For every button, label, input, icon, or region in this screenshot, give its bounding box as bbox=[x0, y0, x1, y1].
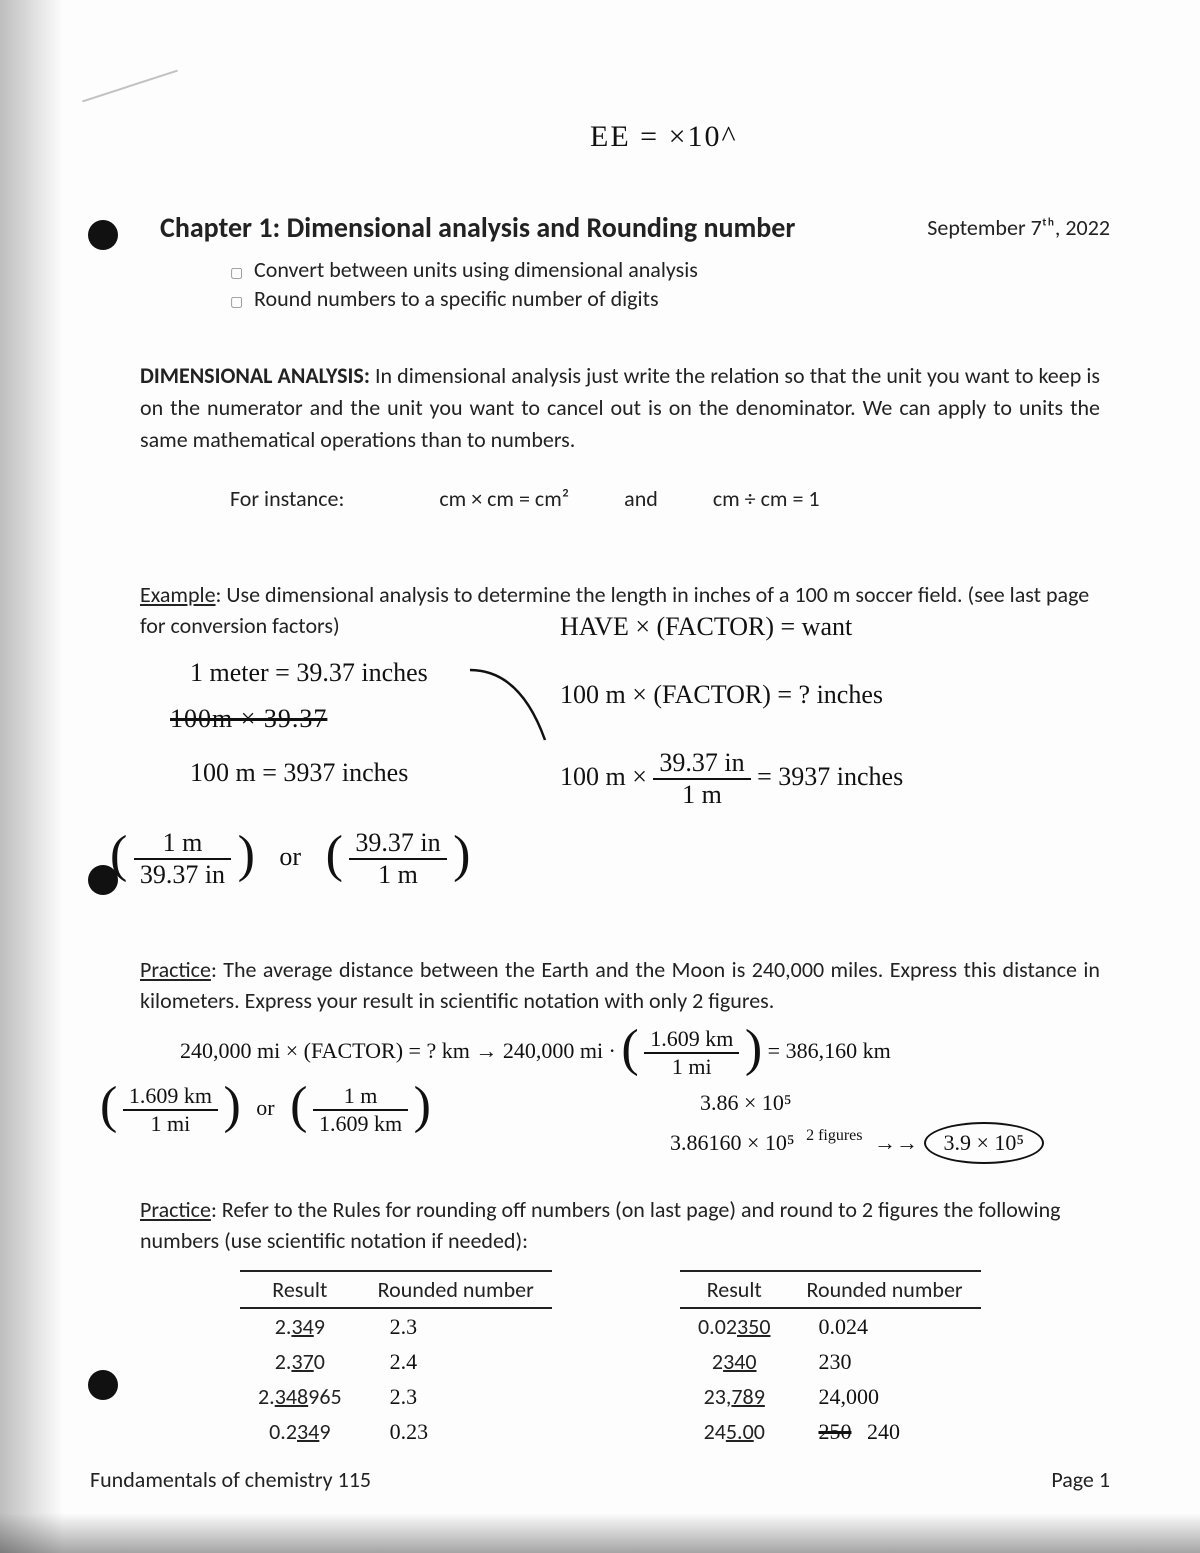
conv-line-3: 100 m = 3937 inches bbox=[190, 758, 408, 788]
p1-sci-a: 3.86 × 10⁵ bbox=[700, 1090, 792, 1116]
calc-den: 1 m bbox=[653, 780, 750, 808]
tableB-head-result: Result bbox=[680, 1271, 788, 1308]
ta-r3-val: 0.2349 bbox=[269, 1418, 330, 1445]
tb-r3-ans: 250 240 bbox=[788, 1414, 980, 1449]
scan-shadow-bottom bbox=[0, 1513, 1200, 1553]
p1-fracA-den: 1 mi bbox=[123, 1111, 218, 1135]
p1-line1-left: 240,000 mi × (FACTOR) = ? km → 240,000 m… bbox=[180, 1038, 616, 1063]
worksheet-page: EE = ×10^ Chapter 1: Dimensional analysi… bbox=[0, 0, 1200, 1553]
tb-r1-ans: 230 bbox=[788, 1344, 980, 1379]
p1-num: 1.609 km bbox=[644, 1028, 739, 1054]
tableA-head-rounded: Rounded number bbox=[360, 1271, 552, 1308]
tb-r0-ans: 0.024 bbox=[788, 1308, 980, 1344]
connector-arc bbox=[460, 660, 560, 750]
ta-r2-val: 2.348965 bbox=[258, 1383, 342, 1410]
punch-hole bbox=[88, 1370, 118, 1400]
page-date: September 7ᵗʰ, 2022 bbox=[927, 214, 1110, 241]
page-footer: Fundamentals of chemistry 115 Page 1 bbox=[90, 1466, 1110, 1493]
and-label: and bbox=[624, 485, 658, 512]
table-row: 245.00 250 240 bbox=[680, 1414, 981, 1449]
ta-r1-ans: 2.4 bbox=[360, 1344, 552, 1379]
calc-left: 100 m × bbox=[560, 762, 647, 791]
ee-note: EE = ×10^ bbox=[590, 120, 738, 154]
factor-line: 100 m × (FACTOR) = ? inches bbox=[560, 680, 883, 710]
tb-r3-final: 240 bbox=[867, 1419, 900, 1444]
eq-cm-sq: cm × cm = cm² bbox=[439, 485, 569, 512]
table-row: 0.02350 0.024 bbox=[680, 1308, 981, 1344]
tb-r1-val: 2340 bbox=[712, 1348, 757, 1375]
fracB-den: 1 m bbox=[349, 860, 446, 888]
chapter-title: Chapter 1: Dimensional analysis and Roun… bbox=[160, 210, 795, 245]
tableB-head-rounded: Rounded number bbox=[788, 1271, 980, 1308]
rounding-table-b: Result Rounded number 0.02350 0.024 2340… bbox=[680, 1270, 981, 1449]
p1-or: or bbox=[256, 1095, 274, 1120]
fracB-num: 39.37 in bbox=[349, 830, 446, 860]
table-row: 2.348965 2.3 bbox=[240, 1379, 552, 1414]
calc-num: 39.37 in bbox=[653, 750, 750, 780]
p1-line1: 240,000 mi × (FACTOR) = ? km → 240,000 m… bbox=[180, 1028, 891, 1078]
p1-fracA-num: 1.609 km bbox=[123, 1085, 218, 1111]
scan-mark bbox=[82, 70, 178, 103]
conv-line-struck: 100m × 39.37 bbox=[170, 704, 327, 734]
tb-r2-ans: 24,000 bbox=[788, 1379, 980, 1414]
tableA-head-result: Result bbox=[240, 1271, 360, 1308]
calc-right: = 3937 inches bbox=[757, 762, 903, 791]
ta-r3-ans: 0.23 bbox=[360, 1414, 552, 1449]
p1-two-fig: 2 figures bbox=[806, 1127, 862, 1144]
tb-r3-val: 245.00 bbox=[704, 1418, 765, 1445]
p1-sci-b: 3.86160 × 10⁵ bbox=[670, 1130, 795, 1155]
eq-cm-div: cm ÷ cm = 1 bbox=[713, 485, 820, 512]
for-instance-label: For instance: bbox=[230, 485, 344, 512]
fracA-den: 39.37 in bbox=[134, 860, 231, 888]
calc-line: 100 m × 39.37 in 1 m = 3937 inches bbox=[560, 750, 903, 808]
practice1-text: : The average distance between the Earth… bbox=[140, 956, 1100, 1014]
ta-r0-val: 2.349 bbox=[275, 1313, 325, 1340]
p1-factor-options: ( 1.609 km 1 mi ) or ( 1 m 1.609 km ) bbox=[100, 1085, 431, 1135]
p1-sci-row: 3.86160 × 10⁵ 2 figures →→ 3.9 × 10⁵ bbox=[670, 1122, 1044, 1164]
p1-fracB-num: 1 m bbox=[313, 1085, 408, 1111]
ta-r1-val: 2.370 bbox=[275, 1348, 325, 1375]
table-row: 23,789 24,000 bbox=[680, 1379, 981, 1414]
objectives-list: Convert between units using dimensional … bbox=[230, 256, 1060, 312]
p1-fracB-den: 1.609 km bbox=[313, 1111, 408, 1135]
example-label: Example bbox=[140, 581, 216, 608]
p1-line1-right: = 386,160 km bbox=[768, 1038, 891, 1063]
p1-arrow: →→ bbox=[874, 1130, 918, 1155]
tb-r0-val: 0.02350 bbox=[698, 1313, 770, 1340]
scan-shadow-left bbox=[0, 0, 70, 1553]
rounding-table-a: Result Rounded number 2.349 2.3 2.370 2.… bbox=[240, 1270, 552, 1449]
ta-r0-ans: 2.3 bbox=[360, 1308, 552, 1344]
ta-r2-ans: 2.3 bbox=[360, 1379, 552, 1414]
objective-item: Round numbers to a specific number of di… bbox=[230, 285, 1060, 312]
dim-heading: DIMENSIONAL ANALYSIS: bbox=[140, 362, 370, 389]
or-label: or bbox=[279, 842, 301, 871]
footer-left: Fundamentals of chemistry 115 bbox=[90, 1466, 371, 1493]
practice1-label: Practice bbox=[140, 956, 211, 983]
table-row: 2340 230 bbox=[680, 1344, 981, 1379]
table-row: 2.349 2.3 bbox=[240, 1308, 552, 1344]
practice2-label: Practice bbox=[140, 1196, 211, 1223]
factor-options: ( 1 m 39.37 in ) or ( 39.37 in 1 m ) bbox=[110, 830, 470, 888]
table-row: 0.2349 0.23 bbox=[240, 1414, 552, 1449]
conv-line-1: 1 meter = 39.37 inches bbox=[190, 658, 428, 688]
punch-hole bbox=[88, 220, 118, 250]
tb-r3-struck: 250 bbox=[818, 1419, 851, 1444]
p1-den: 1 mi bbox=[644, 1054, 739, 1078]
footer-right: Page 1 bbox=[1051, 1466, 1110, 1493]
objective-item: Convert between units using dimensional … bbox=[230, 256, 1060, 283]
practice2-text: : Refer to the Rules for rounding off nu… bbox=[140, 1196, 1061, 1254]
fracA-num: 1 m bbox=[134, 830, 231, 860]
tb-r2-val: 23,789 bbox=[704, 1383, 765, 1410]
table-row: 2.370 2.4 bbox=[240, 1344, 552, 1379]
have-want-formula: HAVE × (FACTOR) = want bbox=[560, 612, 852, 642]
p1-final-answer: 3.9 × 10⁵ bbox=[924, 1122, 1045, 1164]
